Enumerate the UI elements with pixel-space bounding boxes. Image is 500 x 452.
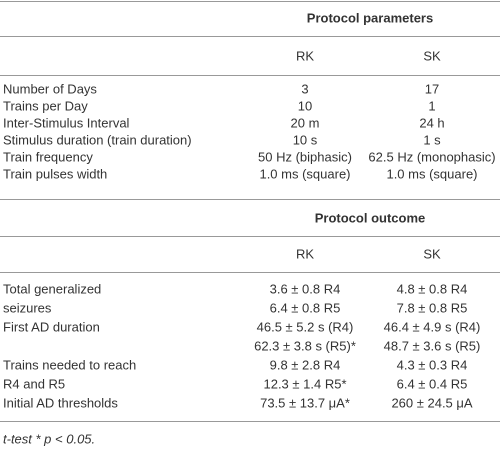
cell: 7.8 ± 0.8 R5 bbox=[397, 300, 468, 315]
cell: 4.3 ± 0.3 R4 bbox=[397, 357, 468, 372]
row-label: Inter-Stimulus Interval bbox=[3, 115, 130, 130]
cell: 1 s bbox=[423, 132, 441, 147]
cell: 3.6 ± 0.8 R4 bbox=[270, 281, 341, 296]
cell: 50 Hz (biphasic) bbox=[258, 149, 352, 164]
cell: 46.5 ± 5.2 s (R4) bbox=[257, 319, 354, 334]
column-header: RK bbox=[296, 48, 314, 63]
cell: 10 s bbox=[293, 132, 318, 147]
cell: 9.8 ± 2.8 R4 bbox=[270, 357, 341, 372]
cell: 6.4 ± 0.8 R5 bbox=[270, 300, 341, 315]
cell: 12.3 ± 1.4 R5* bbox=[263, 376, 346, 391]
cell: 20 m bbox=[291, 115, 320, 130]
row-label: Number of Days bbox=[3, 81, 97, 96]
cell: 17 bbox=[425, 81, 439, 96]
cell: 62.5 Hz (monophasic) bbox=[368, 149, 495, 164]
row-label: Trains per Day bbox=[3, 98, 88, 113]
row-label: R4 and R5 bbox=[3, 376, 65, 391]
section-title: Protocol outcome bbox=[315, 210, 426, 225]
row-label: First AD duration bbox=[3, 319, 100, 334]
cell: 3 bbox=[301, 81, 308, 96]
row-label: Total generalized bbox=[3, 281, 101, 296]
cell: 62.3 ± 3.8 s (R5)* bbox=[254, 338, 356, 353]
cell: 260 ± 24.5 μA bbox=[391, 395, 472, 410]
cell: 46.4 ± 4.9 s (R4) bbox=[384, 319, 481, 334]
row-label: Train frequency bbox=[3, 149, 93, 164]
section-title: Protocol parameters bbox=[307, 10, 433, 25]
column-header: RK bbox=[296, 246, 314, 261]
row-label: Trains needed to reach bbox=[3, 357, 136, 372]
column-header: SK bbox=[423, 246, 441, 261]
cell: 24 h bbox=[419, 115, 444, 130]
row-label: seizures bbox=[3, 300, 52, 315]
cell: 10 bbox=[298, 98, 312, 113]
column-header: SK bbox=[423, 48, 441, 63]
cell: 4.8 ± 0.8 R4 bbox=[397, 281, 468, 296]
cell: 6.4 ± 0.4 R5 bbox=[397, 376, 468, 391]
row-label: Stimulus duration (train duration) bbox=[3, 132, 192, 147]
cell: 1.0 ms (square) bbox=[259, 166, 350, 181]
footnote: t-test * p < 0.05. bbox=[3, 431, 95, 446]
cell: 1.0 ms (square) bbox=[386, 166, 477, 181]
cell: 48.7 ± 3.6 s (R5) bbox=[384, 338, 481, 353]
cell: 73.5 ± 13.7 μA* bbox=[260, 395, 350, 410]
row-label: Initial AD thresholds bbox=[3, 395, 118, 410]
row-label: Train pulses width bbox=[3, 166, 107, 181]
cell: 1 bbox=[428, 98, 435, 113]
